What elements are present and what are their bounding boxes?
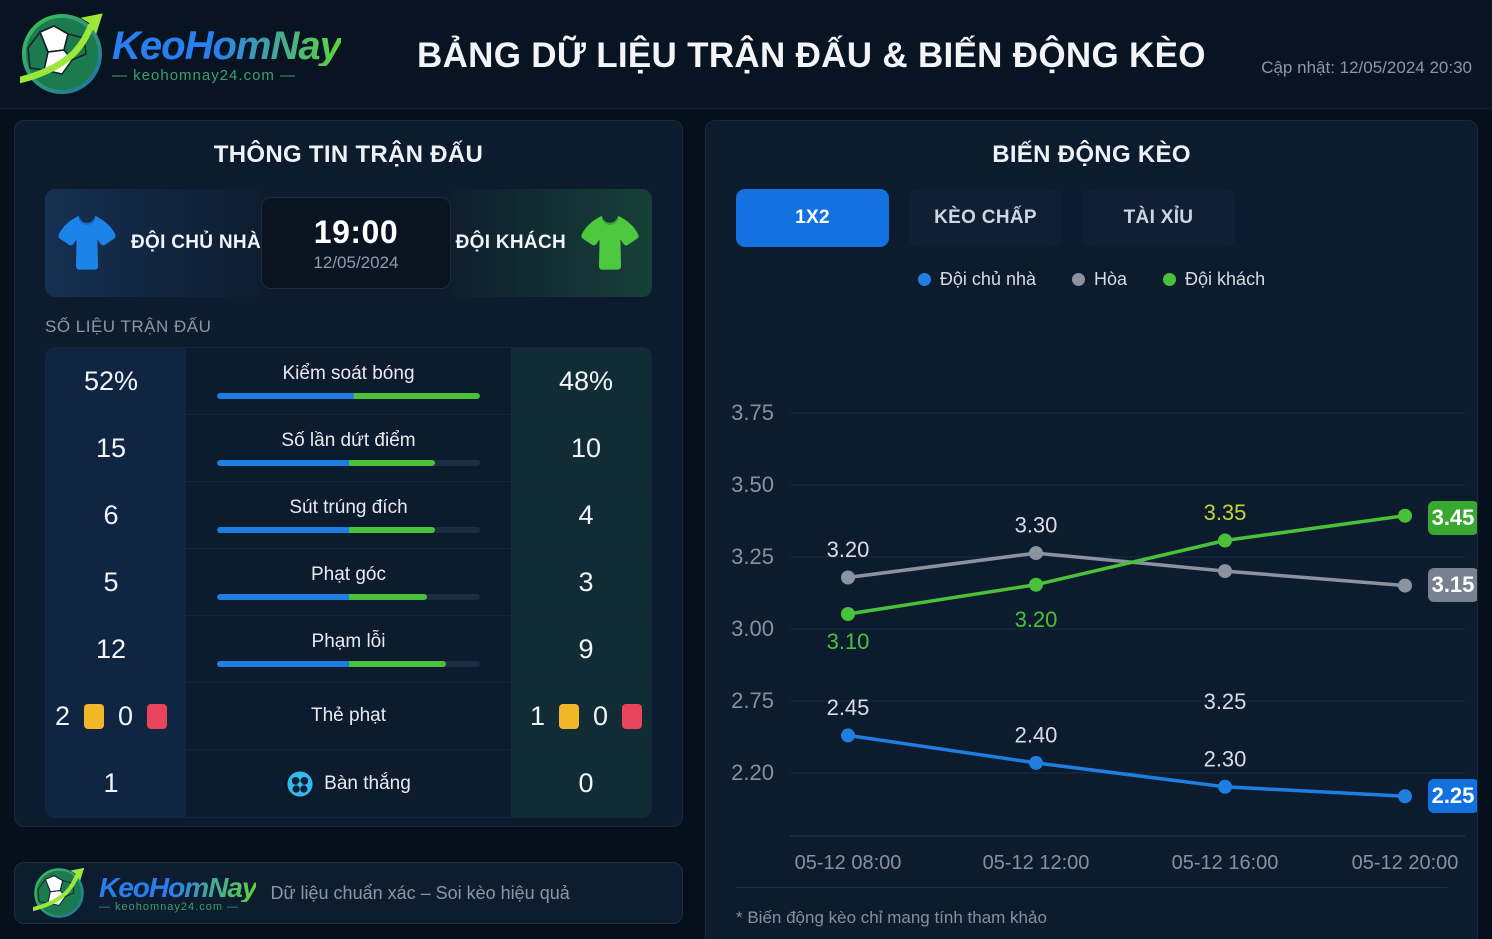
svg-text:3.10: 3.10 — [827, 629, 870, 654]
svg-text:3.30: 3.30 — [1015, 513, 1058, 538]
svg-text:05-12 08:00: 05-12 08:00 — [795, 852, 902, 869]
svg-text:2.40: 2.40 — [1015, 723, 1058, 748]
svg-text:3.20: 3.20 — [827, 537, 870, 562]
svg-text:2.75: 2.75 — [731, 688, 774, 713]
svg-text:3.15: 3.15 — [1432, 572, 1475, 597]
svg-text:3.20: 3.20 — [1015, 607, 1058, 632]
svg-text:3.50: 3.50 — [731, 472, 774, 497]
svg-text:05-12 20:00: 05-12 20:00 — [1352, 852, 1459, 869]
svg-text:05-12 16:00: 05-12 16:00 — [1172, 852, 1279, 869]
svg-text:2.45: 2.45 — [827, 695, 870, 720]
svg-text:2.25: 2.25 — [1432, 783, 1475, 808]
svg-text:05-12 12:00: 05-12 12:00 — [983, 852, 1090, 869]
svg-text:3.45: 3.45 — [1432, 505, 1475, 530]
svg-text:3.75: 3.75 — [731, 400, 774, 425]
svg-text:2.30: 2.30 — [1204, 747, 1247, 772]
svg-text:3.25: 3.25 — [1204, 689, 1247, 714]
svg-text:3.25: 3.25 — [731, 544, 774, 569]
svg-text:3.00: 3.00 — [731, 616, 774, 641]
svg-text:3.35: 3.35 — [1204, 500, 1247, 525]
svg-text:2.20: 2.20 — [731, 760, 774, 785]
